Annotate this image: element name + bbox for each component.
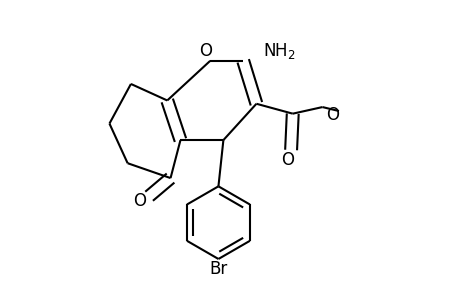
- Text: O: O: [325, 106, 338, 124]
- Text: O: O: [198, 42, 211, 60]
- Text: NH$_2$: NH$_2$: [263, 41, 295, 61]
- Text: Br: Br: [209, 260, 227, 278]
- Text: O: O: [281, 151, 294, 169]
- Text: O: O: [132, 192, 146, 210]
